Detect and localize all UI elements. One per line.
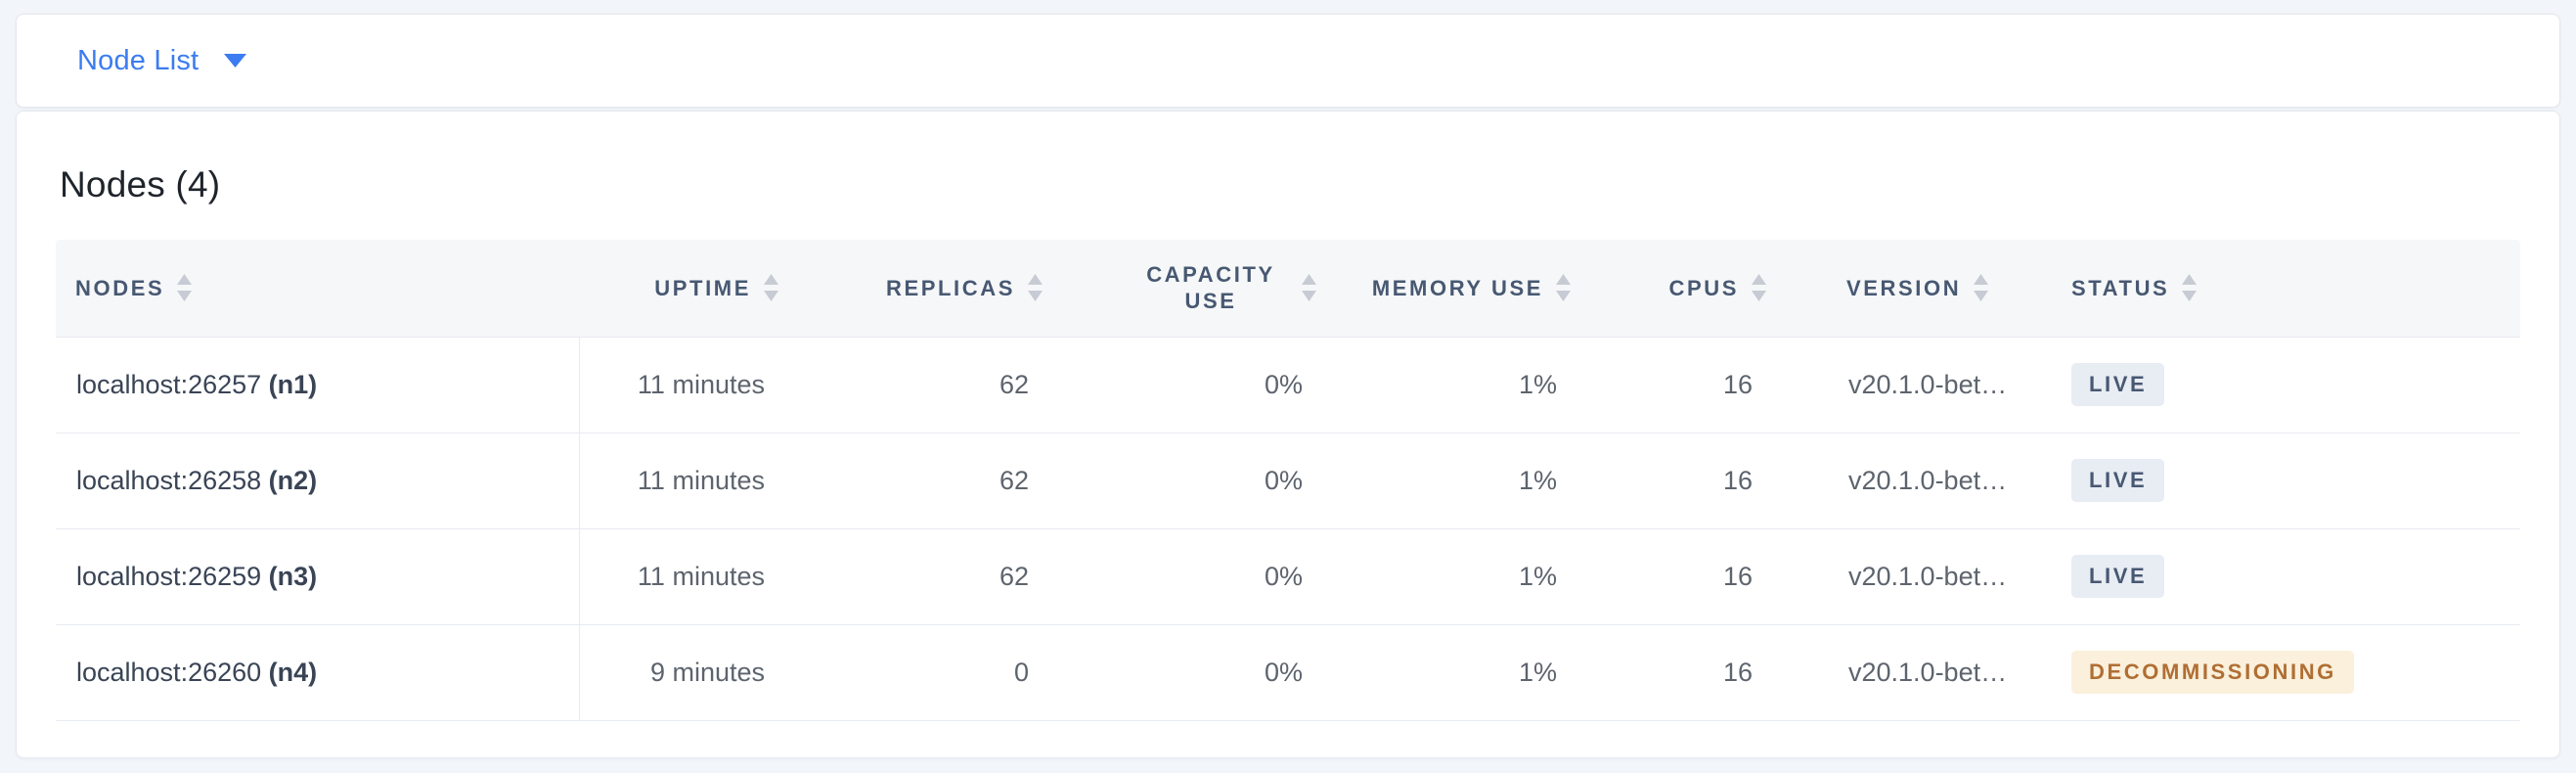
status-badge: LIVE (2071, 458, 2165, 503)
column-label: VERSION (1846, 275, 1962, 300)
capacity-use-cell: 0% (1068, 624, 1342, 721)
status-cell: LIVE (2017, 432, 2520, 529)
memory-use-cell: 1% (1342, 624, 1596, 721)
version-cell: v20.1.0-bet… (1792, 624, 2017, 721)
node-address-cell[interactable]: localhost:26260 (n4) (56, 624, 580, 721)
replicas-cell: 62 (804, 432, 1068, 529)
sort-icon[interactable] (764, 274, 778, 302)
node-address-cell[interactable]: localhost:26257 (n1) (56, 337, 580, 433)
status-cell: LIVE (2017, 337, 2520, 433)
table-row: localhost:26258 (n2) 11 minutes 62 0% 1% 16 v2… (56, 432, 2520, 529)
column-label: CAPACITY USE (1146, 261, 1275, 314)
status-badge: DECOMMISSIONING (2071, 650, 2354, 695)
node-address: localhost:26259 (76, 561, 269, 591)
cpus-cell: 16 (1596, 432, 1792, 529)
nodes-table-wrapper: NODES UPTIME REPLICAS CAPACITY USE MEMORY US… (56, 240, 2520, 721)
node-address-cell[interactable]: localhost:26259 (n3) (56, 528, 580, 625)
sort-icon[interactable] (1302, 274, 1316, 302)
sort-icon[interactable] (2182, 274, 2198, 302)
status-badge: LIVE (2071, 362, 2165, 407)
version-cell: v20.1.0-bet… (1792, 337, 2017, 433)
sort-icon[interactable] (1028, 274, 1043, 302)
sort-icon[interactable] (1974, 274, 1989, 302)
uptime-cell: 11 minutes (579, 528, 804, 625)
status-badge: LIVE (2071, 554, 2165, 599)
node-address: localhost:26260 (76, 657, 269, 687)
column-label: NODES (75, 275, 165, 300)
column-header-node[interactable]: NODES (56, 240, 579, 338)
capacity-use-cell: 0% (1068, 337, 1342, 433)
sort-icon[interactable] (1752, 274, 1766, 302)
panel-title: Nodes (4) (60, 164, 221, 205)
node-address: localhost:26258 (76, 465, 269, 495)
column-label: STATUS (2071, 275, 2170, 300)
column-header-capacity_use[interactable]: CAPACITY USE (1068, 240, 1342, 338)
cpus-cell: 16 (1596, 528, 1792, 625)
column-header-status[interactable]: STATUS (2017, 240, 2520, 338)
node-address-cell[interactable]: localhost:26258 (n2) (56, 432, 580, 529)
status-cell: LIVE (2017, 528, 2520, 625)
nodes-panel: Nodes (4) NODES UPTIME REPLICAS CAPACITY US… (16, 111, 2560, 758)
table-body: localhost:26257 (n1) 11 minutes 62 0% 1% 16 v2… (56, 337, 2520, 721)
table-row: localhost:26257 (n1) 11 minutes 62 0% 1% 16 v2… (56, 337, 2520, 433)
column-header-version[interactable]: VERSION (1792, 240, 2017, 338)
memory-use-cell: 1% (1342, 528, 1596, 625)
chevron-down-icon (224, 54, 247, 68)
capacity-use-cell: 0% (1068, 528, 1342, 625)
capacity-use-cell: 0% (1068, 432, 1342, 529)
column-header-memory_use[interactable]: MEMORY USE (1342, 240, 1596, 338)
sort-icon[interactable] (177, 274, 193, 302)
node-address: localhost:26257 (76, 369, 269, 399)
column-header-replicas[interactable]: REPLICAS (804, 240, 1068, 338)
column-label: REPLICAS (885, 275, 1015, 300)
node-id: (n1) (268, 369, 318, 399)
version-cell: v20.1.0-bet… (1792, 432, 2017, 529)
node-id: (n4) (268, 657, 318, 687)
column-label: UPTIME (654, 275, 751, 300)
memory-use-cell: 1% (1342, 432, 1596, 529)
column-header-uptime[interactable]: UPTIME (579, 240, 804, 338)
uptime-cell: 9 minutes (579, 624, 804, 721)
cpus-cell: 16 (1596, 337, 1792, 433)
view-selector-bar: Node List (16, 14, 2560, 108)
table-row: localhost:26260 (n4) 9 minutes 0 0% 1% 16 v20.… (56, 624, 2520, 721)
column-label: MEMORY USE (1371, 275, 1543, 300)
column-header-cpus[interactable]: CPUS (1596, 240, 1792, 338)
replicas-cell: 62 (804, 337, 1068, 433)
node-list-dropdown-label: Node List (77, 44, 200, 76)
replicas-cell: 62 (804, 528, 1068, 625)
cpus-cell: 16 (1596, 624, 1792, 721)
sort-icon[interactable] (1556, 274, 1571, 302)
table-row: localhost:26259 (n3) 11 minutes 62 0% 1% 16 v2… (56, 528, 2520, 625)
version-cell: v20.1.0-bet… (1792, 528, 2017, 625)
node-id: (n3) (268, 561, 318, 591)
column-label: CPUS (1668, 275, 1739, 300)
table-header-row: NODES UPTIME REPLICAS CAPACITY USE MEMORY US… (56, 240, 2520, 338)
node-id: (n2) (268, 465, 318, 495)
node-list-dropdown[interactable]: Node List (77, 44, 247, 77)
uptime-cell: 11 minutes (579, 432, 804, 529)
nodes-table: NODES UPTIME REPLICAS CAPACITY USE MEMORY US… (56, 240, 2520, 721)
memory-use-cell: 1% (1342, 337, 1596, 433)
replicas-cell: 0 (804, 624, 1068, 721)
uptime-cell: 11 minutes (579, 337, 804, 433)
status-cell: DECOMMISSIONING (2017, 624, 2520, 721)
